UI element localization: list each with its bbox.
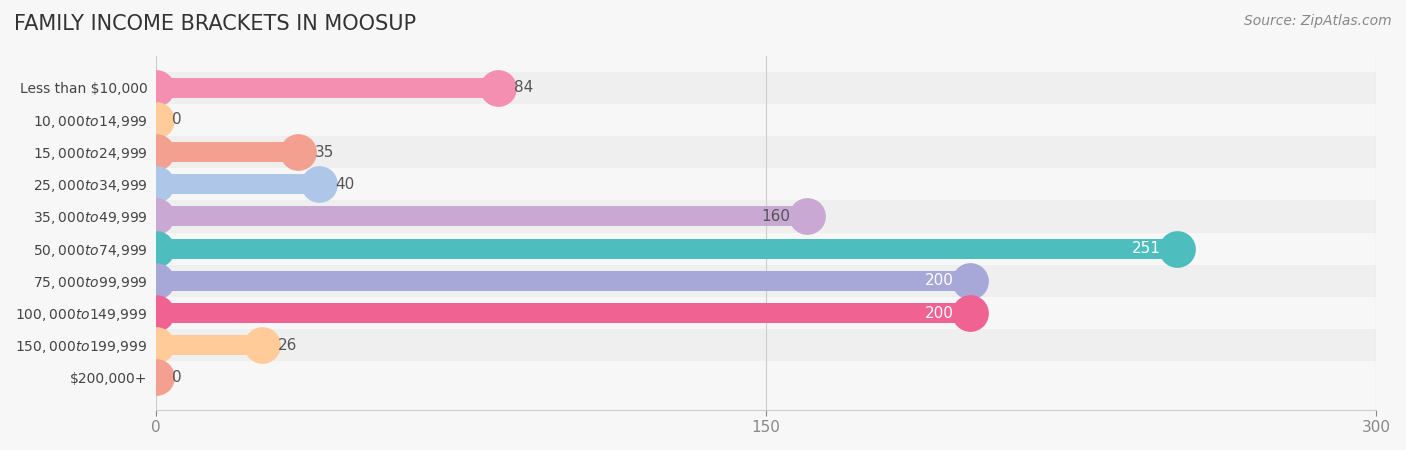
Text: 35: 35 [315,144,333,160]
Text: 160: 160 [762,209,790,224]
Point [250,342,273,349]
Text: 26: 26 [278,338,297,353]
Point [145,310,167,317]
Point [308,180,330,188]
Text: 0: 0 [172,370,181,385]
Point [145,84,167,91]
Bar [156,329,1376,361]
Bar [156,303,970,323]
Point [959,277,981,284]
Point [145,180,167,188]
Point [145,213,167,220]
Bar [156,142,298,162]
Point [796,213,818,220]
Point [486,84,509,91]
Bar [156,297,1376,329]
Text: 0: 0 [172,112,181,127]
Text: Source: ZipAtlas.com: Source: ZipAtlas.com [1244,14,1392,27]
Bar [156,238,1177,259]
Text: 251: 251 [1132,241,1161,256]
Point [145,116,167,123]
Text: 200: 200 [924,306,953,320]
Point [959,310,981,317]
Point [145,148,167,156]
Bar [156,207,807,226]
Point [145,342,167,349]
Bar [156,335,262,355]
Bar [156,136,1376,168]
Bar [156,200,1376,233]
Bar [156,168,1376,200]
Bar [156,233,1376,265]
Bar [156,78,498,98]
Bar [156,72,1376,104]
Point [1166,245,1188,252]
Text: FAMILY INCOME BRACKETS IN MOOSUP: FAMILY INCOME BRACKETS IN MOOSUP [14,14,416,33]
Point [287,148,309,156]
Bar [156,265,1376,297]
Text: 84: 84 [513,80,533,95]
Text: 40: 40 [335,177,354,192]
Point [145,277,167,284]
Point [145,245,167,252]
Bar [156,104,1376,136]
Bar [156,174,319,194]
Bar [156,361,1376,393]
Point [145,374,167,381]
Bar [156,271,970,291]
Text: 200: 200 [924,273,953,288]
